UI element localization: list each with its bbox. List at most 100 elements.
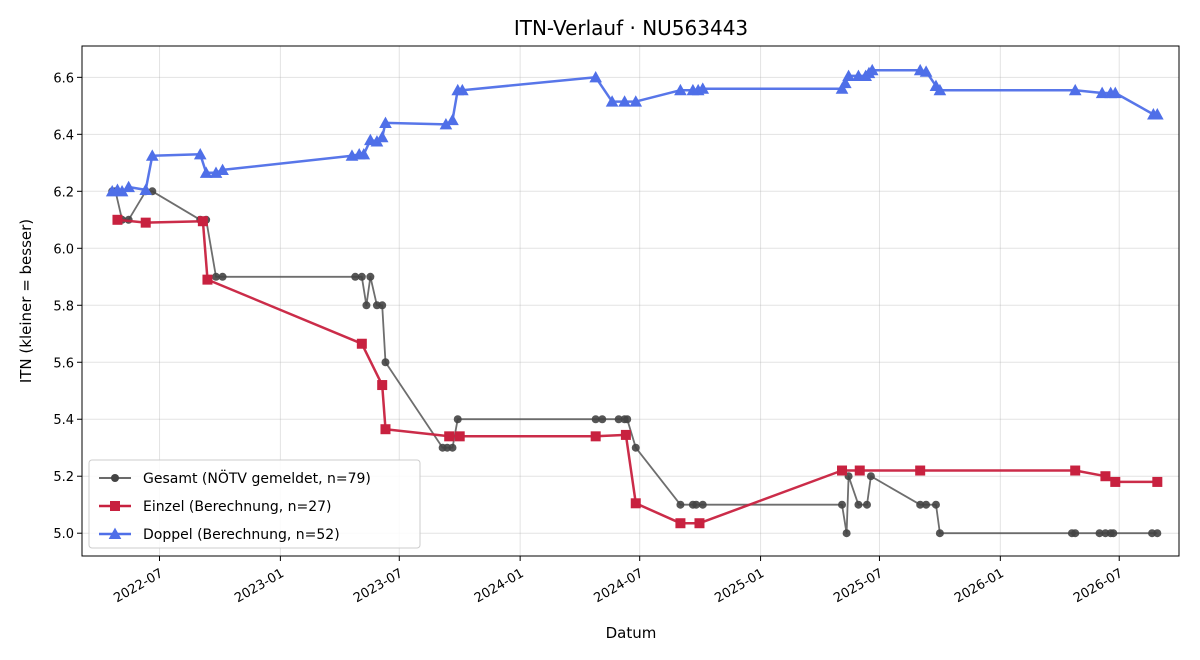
legend-marker	[108, 527, 122, 540]
y-tick-label: 6.0	[53, 242, 74, 257]
data-point	[605, 95, 619, 107]
data-point	[614, 415, 623, 424]
data-point	[1095, 529, 1104, 538]
x-tick-label: 2024-01	[472, 566, 527, 606]
data-point	[375, 130, 389, 143]
data-point	[356, 338, 367, 349]
y-tick-label: 5.6	[53, 356, 74, 371]
data-point	[193, 147, 207, 160]
data-point	[835, 82, 849, 94]
data-point	[216, 163, 229, 175]
data-point	[866, 472, 875, 481]
data-point	[139, 183, 153, 195]
data-point	[1150, 108, 1164, 120]
data-point	[854, 500, 863, 509]
series-triangle	[105, 63, 1164, 197]
data-point	[379, 116, 392, 128]
series-square	[112, 214, 1163, 529]
data-point	[366, 272, 375, 281]
data-point	[675, 518, 686, 529]
data-point	[1109, 529, 1118, 538]
data-point	[448, 443, 457, 452]
data-point	[380, 424, 391, 435]
legend: Gesamt (NÖTV gemeldet, n=79) Einzel (Bere…	[88, 459, 421, 549]
data-point	[694, 518, 705, 529]
data-point	[837, 465, 848, 476]
data-point	[212, 272, 221, 281]
y-tick-label: 5.8	[53, 299, 74, 314]
data-point	[629, 95, 643, 107]
data-point	[357, 147, 371, 160]
data-point	[692, 500, 701, 509]
y-tick-label: 6.4	[53, 128, 74, 143]
data-point	[199, 166, 213, 178]
data-point	[381, 358, 390, 367]
data-point	[444, 431, 455, 442]
data-point	[842, 69, 855, 81]
x-axis-label: Datum	[606, 624, 657, 642]
data-point	[916, 500, 925, 509]
y-axis-label: ITN (kleiner = besser)	[17, 219, 35, 383]
data-point	[598, 415, 607, 424]
data-point	[698, 500, 707, 509]
data-point	[862, 500, 871, 509]
data-point	[590, 431, 601, 442]
chart-title: ITN-Verlauf · NU563443	[514, 16, 748, 40]
data-point	[357, 272, 366, 281]
data-point	[456, 83, 469, 96]
series-layer	[105, 63, 1164, 538]
legend-label: Doppel (Berechnung, n=52)	[143, 527, 340, 543]
data-point	[696, 82, 710, 94]
x-tick-label: 2023-01	[232, 566, 287, 606]
data-point	[854, 465, 865, 476]
x-tick-label: 2025-01	[712, 566, 767, 606]
data-point	[842, 529, 851, 538]
data-point	[453, 415, 462, 424]
data-point	[218, 272, 227, 281]
data-point	[202, 274, 213, 285]
data-point	[446, 113, 459, 126]
y-tick-label: 5.0	[53, 527, 74, 542]
data-point	[922, 500, 931, 509]
data-point	[838, 500, 847, 509]
y-tick-label: 6.6	[53, 71, 74, 86]
x-tick-label: 2023-07	[351, 566, 406, 606]
data-point	[362, 301, 371, 310]
data-point	[620, 429, 631, 440]
data-point	[1108, 86, 1122, 99]
data-point	[931, 500, 940, 509]
y-tick-label: 6.2	[53, 185, 74, 200]
data-point	[919, 65, 933, 77]
data-point	[618, 95, 631, 107]
legend-box	[88, 459, 421, 549]
x-tick-label: 2026-01	[952, 566, 1007, 606]
data-point	[1153, 529, 1162, 538]
data-point	[935, 529, 944, 538]
data-point	[623, 415, 632, 424]
data-point	[1100, 471, 1111, 482]
y-tick-label: 5.4	[53, 413, 74, 428]
data-point	[915, 465, 926, 476]
data-point	[1071, 529, 1080, 538]
data-point	[589, 71, 603, 83]
data-point	[112, 214, 123, 225]
data-point	[674, 83, 687, 96]
data-point	[933, 83, 947, 96]
series-line	[111, 68, 1158, 193]
data-point	[631, 443, 640, 452]
data-point	[377, 380, 388, 391]
data-point	[630, 498, 641, 509]
data-point	[140, 217, 151, 228]
data-point	[145, 149, 159, 161]
legend-label: Gesamt (NÖTV gemeldet, n=79)	[143, 469, 371, 487]
data-point	[378, 301, 387, 310]
data-point	[865, 63, 879, 76]
legend-marker	[111, 474, 119, 482]
x-tick-label: 2022-07	[111, 566, 166, 606]
data-point	[454, 431, 465, 442]
data-point	[197, 216, 208, 227]
data-point	[1068, 83, 1082, 96]
legend-marker	[110, 501, 120, 511]
data-point	[439, 118, 453, 130]
